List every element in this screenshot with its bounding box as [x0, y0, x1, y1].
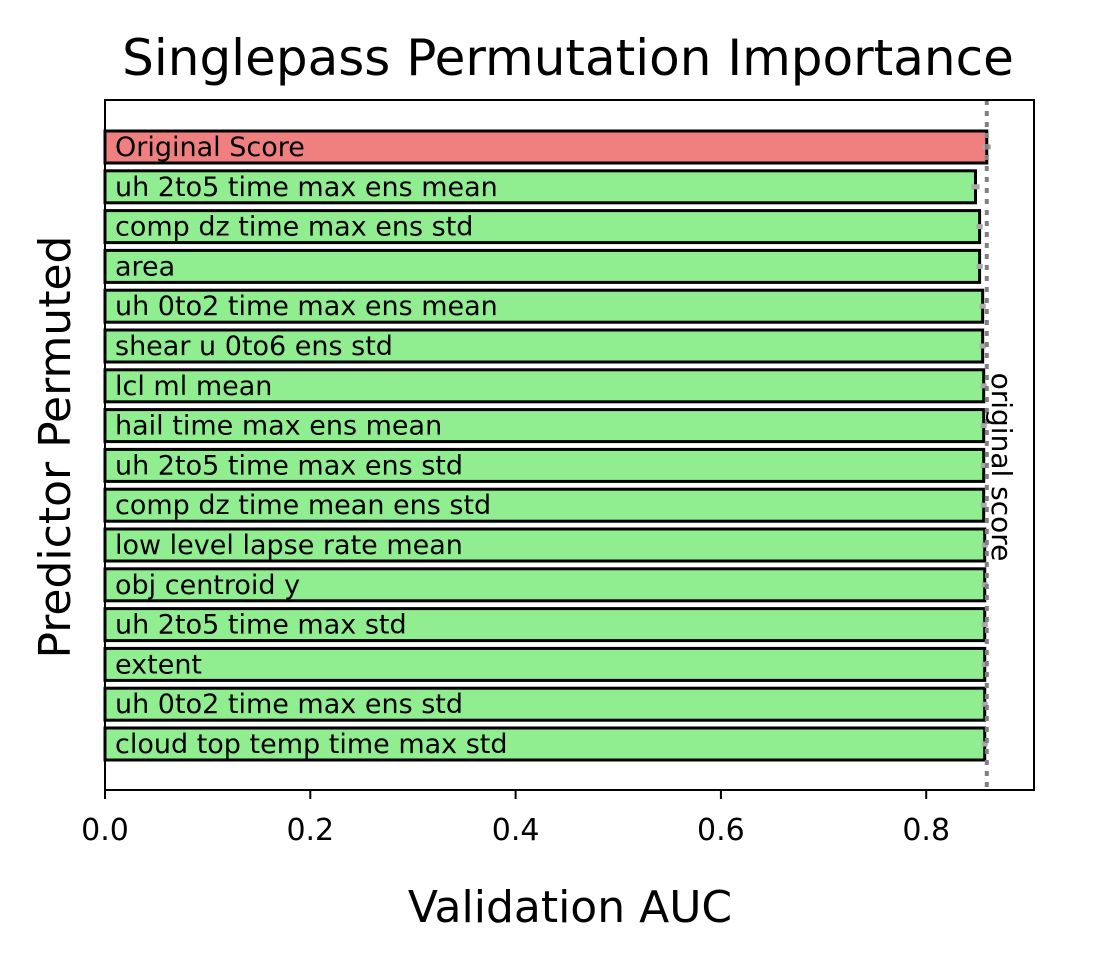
bar — [103, 248, 982, 284]
x-axis: 0.0 0.2 0.4 0.6 0.8 — [81, 790, 950, 848]
bar-label: area — [115, 251, 175, 282]
bar-label: uh 2to5 time max std — [115, 610, 407, 641]
original-score-label: original score — [985, 373, 1018, 562]
bar-label: uh 2to5 time max ens std — [115, 450, 463, 481]
bar — [103, 447, 986, 483]
chart-title: Singlepass Permutation Importance — [122, 29, 1014, 87]
bar-label: comp dz time mean ens std — [115, 490, 491, 521]
x-axis-label: Validation AUC — [408, 882, 732, 933]
bar-label: obj centroid y — [115, 570, 300, 601]
x-tick-label: 0.4 — [492, 813, 540, 848]
bar — [103, 686, 987, 722]
overlay-layer: original score — [984, 100, 1018, 790]
bar-label: comp dz time max ens std — [115, 212, 473, 243]
x-tick-label: 0.6 — [697, 813, 745, 848]
bar — [103, 328, 985, 364]
bar-label: uh 0to2 time max ens std — [115, 689, 463, 720]
plot-frame — [104, 99, 1035, 791]
x-tick-label: 0.8 — [902, 813, 950, 848]
bar-label: shear u 0to6 ens std — [115, 331, 393, 362]
bar-label: lcl ml mean — [115, 371, 272, 402]
bar — [103, 368, 986, 404]
bar-label: Original Score — [115, 132, 305, 163]
bar-label: uh 2to5 time max ens mean — [115, 172, 498, 203]
y-axis-label: Predictor Permuted — [30, 236, 81, 659]
bar-label: uh 0to2 time max ens mean — [115, 291, 498, 322]
x-tick-label: 0.0 — [81, 813, 129, 848]
bars-layer: Original Score uh 2to5 time max ens mean c… — [103, 129, 991, 762]
bar-label: hail time max ens mean — [115, 411, 442, 442]
bar-label: cloud top temp time max std — [115, 729, 508, 760]
x-tick-label: 0.2 — [286, 813, 334, 848]
bar-label: extent — [115, 649, 202, 680]
bar-label: low level lapse rate mean — [115, 530, 463, 561]
bar — [103, 646, 987, 682]
